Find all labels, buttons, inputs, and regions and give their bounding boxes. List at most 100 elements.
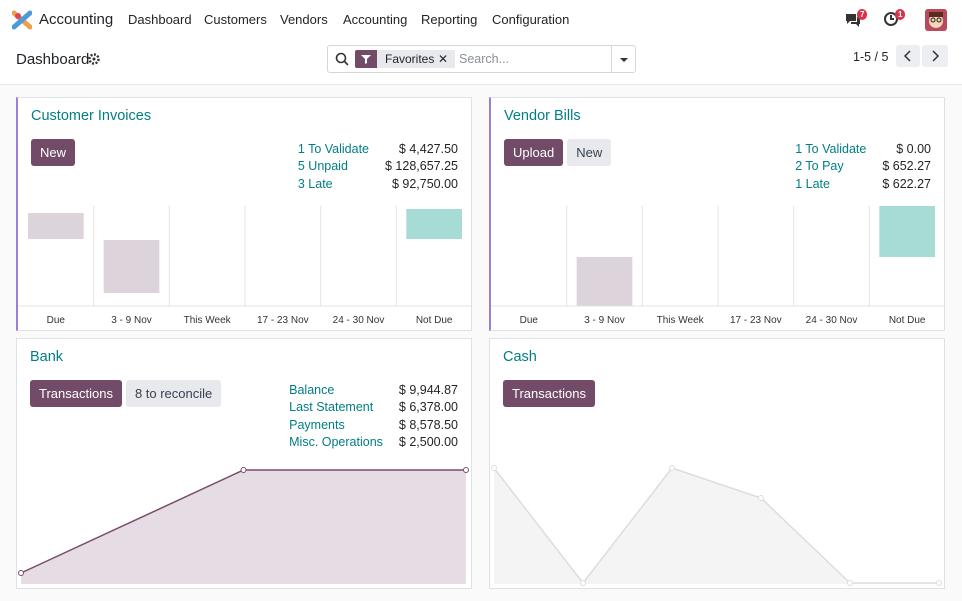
stat-label[interactable]: 3 Late: [297, 176, 333, 191]
menu-item[interactable]: Accounting: [343, 12, 408, 27]
point: [847, 580, 853, 586]
x-tick-label: This Week: [657, 315, 705, 326]
journal-card: Bank Transactions 8 to reconcile Balance $ 9…: [16, 338, 472, 589]
point: [18, 570, 24, 576]
card-title[interactable]: Bank: [30, 349, 64, 365]
stat-label[interactable]: 1 To Validate: [795, 141, 867, 156]
facet-icon: [355, 50, 377, 68]
button[interactable]: Upload: [504, 139, 564, 166]
menu-item[interactable]: Customers: [204, 12, 267, 27]
stat-amount: $ 9,944.87: [398, 382, 458, 397]
stat-amount: $ 128,657.25: [385, 159, 458, 174]
app-logo: [12, 10, 32, 30]
control-panel: Dashboard Favorites ✕ Search... 1-5 / 5: [0, 40, 962, 85]
card-title[interactable]: Customer Invoices: [31, 108, 152, 124]
stat-amount: $ 0.00: [896, 141, 931, 156]
facet-remove[interactable]: ✕: [437, 52, 448, 66]
app-name[interactable]: Accounting: [39, 11, 114, 28]
stat-label[interactable]: 1 To Validate: [297, 141, 369, 156]
x-tick-label: Not Due: [416, 315, 453, 326]
area: [494, 468, 939, 584]
stats-row: 5 Unpaid $ 128,657.25: [298, 158, 458, 176]
messages-icon[interactable]: [845, 12, 861, 28]
button-group: Transactions 8 to reconcile: [30, 380, 222, 407]
stat-amount: $ 6,378.00: [398, 400, 458, 415]
stats-row: Misc. Operations $ 2,500.00: [289, 434, 458, 452]
button[interactable]: New: [567, 139, 612, 166]
card-title[interactable]: Vendor Bills: [504, 108, 581, 124]
point: [240, 467, 247, 473]
stat-amount: $ 622.27: [882, 176, 931, 191]
button-group: New: [31, 139, 76, 166]
pager-value: 1-5 / 5: [853, 50, 889, 64]
stats-row: 2 To Pay $ 652.27: [795, 158, 931, 176]
x-tick-label: This Week: [184, 315, 232, 326]
stat-amount: $ 92,750.00: [391, 176, 458, 191]
menu-item[interactable]: Reporting: [421, 12, 478, 27]
facet: Favorites ✕: [377, 50, 455, 68]
pager-prev[interactable]: [896, 45, 920, 67]
stats-row: 3 Late $ 92,750.00: [298, 175, 458, 193]
bar: [103, 240, 160, 293]
messages-badge: 7: [857, 9, 868, 20]
navbar: Accounting Dashboard Customers Vendors A…: [0, 0, 962, 40]
avatar[interactable]: [925, 9, 947, 31]
button[interactable]: Transactions: [503, 380, 595, 407]
stats-table: Balance $ 9,944.87 Last Statement $ 6,378.0…: [289, 381, 458, 451]
stat-label[interactable]: Last Statement: [289, 400, 374, 415]
button[interactable]: New: [31, 139, 76, 166]
stats-row: Balance $ 9,944.87: [289, 381, 458, 399]
stats-row: 1 Late $ 622.27: [795, 175, 931, 193]
search-placeholder[interactable]: Search...: [459, 52, 510, 66]
x-tick-label: 24 - 30 Nov: [333, 315, 385, 326]
stat-label[interactable]: Payments: [289, 417, 345, 432]
stats-row: Payments $ 8,578.50: [289, 416, 458, 434]
stats-row: 1 To Validate $ 0.00: [795, 140, 931, 158]
stat-label[interactable]: Balance: [289, 382, 335, 397]
search-box[interactable]: Favorites ✕ Search...: [327, 45, 636, 73]
button-group: Transactions: [503, 380, 595, 407]
stat-amount: $ 8,578.50: [398, 417, 458, 432]
search-toggle[interactable]: [611, 46, 636, 72]
stat-label[interactable]: Misc. Operations: [289, 435, 383, 450]
journal-card: Customer Invoices New 1 To Validate $ 4,427…: [16, 97, 472, 331]
stat-label[interactable]: 5 Unpaid: [297, 159, 348, 174]
bar: [406, 209, 462, 239]
line: [493, 467, 939, 585]
button-group: Upload New: [504, 139, 612, 166]
journal-card: Cash Transactions: [489, 338, 945, 589]
activities-badge: 1: [895, 9, 906, 20]
gear-icon[interactable]: [88, 53, 100, 65]
stats-table: 1 To Validate $ 0.00 2 To Pay $ 652.27 1 Lat…: [795, 140, 931, 193]
card-title[interactable]: Cash: [503, 349, 537, 365]
stat-amount: $ 2,500.00: [398, 435, 458, 450]
x-tick-label: Not Due: [889, 315, 926, 326]
x-tick-label: Due: [520, 315, 539, 326]
facet-label: Favorites: [385, 52, 435, 66]
x-tick-label: 24 - 30 Nov: [806, 315, 858, 326]
button[interactable]: 8 to reconcile: [125, 380, 222, 407]
button[interactable]: Transactions: [30, 380, 122, 407]
stat-amount: $ 4,427.50: [398, 141, 458, 156]
menu-item[interactable]: Dashboard: [128, 12, 192, 27]
stat-label[interactable]: 2 To Pay: [795, 159, 844, 174]
stats-row: Last Statement $ 6,378.00: [289, 399, 458, 417]
point: [758, 495, 764, 501]
line-graph: [18, 467, 469, 584]
stats-table: 1 To Validate $ 4,427.50 5 Unpaid $ 128,657…: [298, 140, 458, 193]
bar-graph: Due 3 - 9 Nov This Week 17 - 23 Nov 24 - 30 …: [491, 206, 944, 326]
x-tick-label: 3 - 9 Nov: [584, 315, 625, 326]
stat-label[interactable]: 1 Late: [795, 176, 830, 191]
line-graph: [491, 465, 942, 586]
x-tick-label: 17 - 23 Nov: [730, 315, 782, 326]
area: [21, 470, 466, 584]
bar: [28, 213, 84, 239]
bar: [576, 257, 633, 306]
menu-item[interactable]: Configuration: [492, 12, 570, 27]
menu-item[interactable]: Vendors: [280, 12, 328, 27]
x-tick-label: 3 - 9 Nov: [111, 315, 152, 326]
search-icon[interactable]: [335, 52, 349, 66]
pager-next[interactable]: [922, 45, 948, 67]
point: [669, 465, 675, 471]
